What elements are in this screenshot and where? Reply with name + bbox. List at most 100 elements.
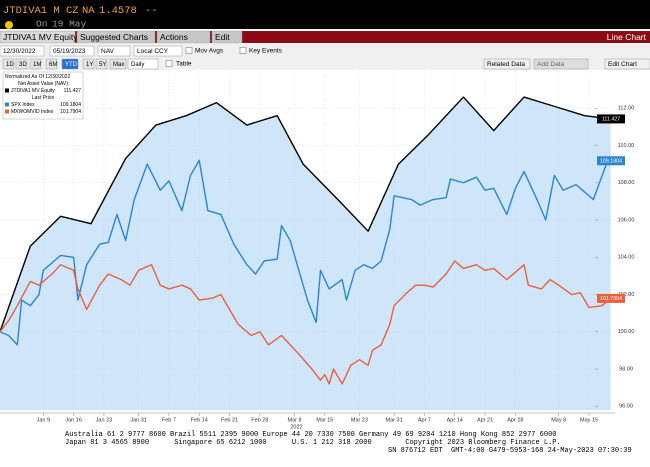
frequency-select[interactable]: Daily [131,62,144,68]
period-button-box[interactable] [2,58,15,70]
menu-button-box[interactable] [156,30,211,44]
add-data-box[interactable] [533,58,589,70]
table-toggle[interactable]: Table [176,61,192,68]
period-button-box[interactable] [45,58,58,70]
period-button-box[interactable] [82,58,95,70]
chart-type[interactable]: Line Chart [607,32,647,42]
period-button[interactable]: Max [113,62,124,68]
table-checkbox[interactable] [165,60,173,67]
x-tick-label: Mar 23 [351,417,368,423]
add-data[interactable]: Add Data [537,61,564,68]
related-data-box[interactable] [483,58,531,70]
x-tick-label: Feb 21 [221,417,238,423]
series-line [0,159,612,346]
x-tick-label: Jan 9 [37,417,50,423]
area [0,97,611,410]
last-value-label: 101.7904 [600,296,622,302]
legend-field: Last Price [32,95,54,101]
key-events[interactable]: Key Events [249,48,283,55]
legend-label: JTDIVA1 MV Equity [11,88,55,94]
on-label: On [36,19,47,30]
menu-button[interactable]: Suggested Charts [80,32,148,42]
status: NA [82,5,95,17]
key-events-checkbox[interactable] [239,47,247,54]
last-value-label: 111.427 [602,117,620,123]
last-value-tag [597,156,625,166]
mov-avgs[interactable]: Mov Avgs [195,48,224,55]
period-button[interactable]: 1D [6,62,14,68]
x-tick-label: Feb 14 [191,417,208,423]
legend-value: 101.7904 [60,109,81,115]
mov-avgs-checkbox[interactable] [185,47,193,54]
y-tick-label: 108.00 [618,180,635,186]
price: 1.4578 [99,5,137,17]
edit-chart[interactable]: Edit Chart [608,61,637,68]
menu-button-box[interactable] [211,30,243,44]
period-button-box[interactable] [29,58,42,70]
y-tick-label: 104.00 [618,255,635,261]
x-tick-label: Feb 7 [162,417,176,423]
period-button-box[interactable] [109,58,127,70]
start-date-box[interactable] [0,45,45,57]
x-tick-label: Mar 15 [316,417,333,423]
legend-label: SPX Index [11,102,35,108]
period-button[interactable]: 1Y [86,62,93,68]
period-button-box[interactable] [95,58,108,70]
x-axis-label: 2022 [290,424,302,430]
y-tick-label: 96.00 [619,404,633,410]
date: 19 May [52,19,87,30]
related-data[interactable]: Related Data [487,61,525,68]
x-tick-label: Jan 31 [130,417,147,423]
field-select-box[interactable] [97,45,131,57]
x-tick-label: May 8 [551,417,566,423]
x-tick-label: Apr 14 [447,417,463,423]
header-bar [0,0,650,29]
legend-label: MXWOMVID Index [11,109,54,115]
end-date[interactable]: 05/19/2023 [53,48,86,55]
footer-line: Australia 61 2 9777 8600 Brazil 5511 239… [65,431,556,439]
edit-chart-box[interactable] [604,58,650,70]
menu-button-box[interactable] [76,30,156,44]
end-date-box[interactable] [49,45,95,57]
menu-button[interactable]: Actions [160,32,188,42]
x-tick-label: Mar 8 [287,417,301,423]
legend-value: 111.427 [64,88,82,94]
y-tick-label: 98.00 [619,366,633,372]
period-button[interactable]: 6M [49,62,57,68]
legend-box [2,71,84,120]
period-button[interactable]: YTD [65,62,78,68]
legend-swatch [5,88,9,93]
y-tick-label: 112.00 [618,106,634,112]
frequency-select-box[interactable] [127,58,159,70]
currency-select[interactable]: Local CCY [137,48,169,55]
security-field-box[interactable] [0,30,76,44]
period-button[interactable]: 1M [33,62,41,68]
start-date[interactable]: 12/30/2022 [3,48,36,55]
x-tick-label: May 15 [580,417,598,423]
period-button[interactable]: 3D [19,62,27,68]
legend-value: 109.1804 [60,102,81,108]
footer-line: SN 876712 EDT GMT-4:00 G479-5953-168 24-… [388,447,632,455]
field-select[interactable]: NAV [101,48,115,55]
y-tick-label: 110.00 [618,143,634,149]
x-tick-label: Jan 16 [65,417,82,423]
x-tick-label: Feb 28 [251,417,268,423]
series-line [0,96,611,333]
ticker: JTDIVA1 M CZ [3,5,79,17]
legend-swatch [5,102,9,107]
menu-button[interactable]: Edit [215,32,230,42]
period-button-box[interactable] [15,58,28,70]
x-tick-label: Apr 7 [418,417,431,423]
x-tick-label: Apr 21 [477,417,493,423]
security-field[interactable]: JTDIVA1 MV Equity [3,32,78,42]
currency-select-box[interactable] [133,45,183,57]
series-line [0,260,612,385]
period-button-box[interactable] [61,58,79,70]
x-tick-label: Jan 23 [96,417,113,423]
period-button[interactable]: 5Y [99,62,106,68]
footer-line: Japan 81 3 4565 8900 Singapore 65 6212 1… [65,439,561,447]
last-value-label: 109.1804 [600,158,622,164]
legend-swatch [5,109,9,114]
